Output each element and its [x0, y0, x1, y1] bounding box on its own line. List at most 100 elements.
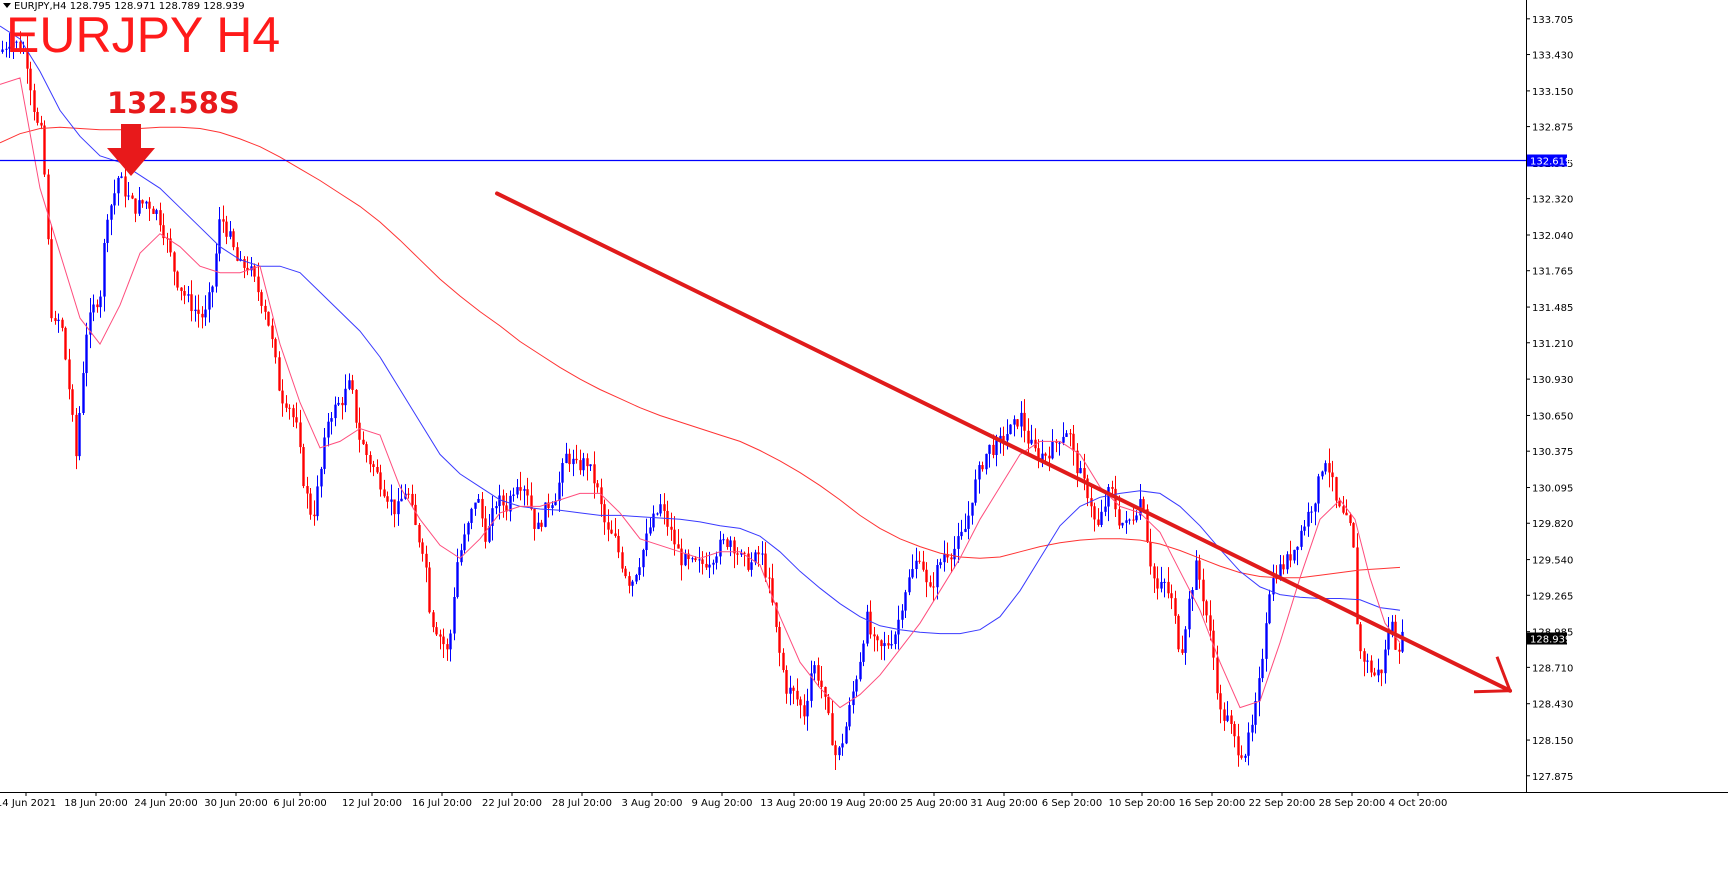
candle-body: [372, 464, 375, 467]
candle-body: [544, 502, 547, 527]
candle-body: [1128, 519, 1131, 521]
candle-body: [162, 225, 165, 239]
dropdown-triangle-icon: [3, 3, 11, 8]
candle-body: [467, 522, 470, 535]
candle-body: [306, 486, 309, 494]
time-tick-label: 6 Sep 20:00: [1042, 798, 1102, 809]
candle-body: [736, 553, 739, 555]
candle-body: [806, 700, 809, 717]
candle-body: [635, 575, 638, 582]
candle-body: [103, 242, 106, 297]
candle-body: [894, 634, 897, 645]
candle-body: [369, 455, 372, 465]
price-tick-label: 131.765: [1532, 267, 1573, 278]
candle-body: [750, 562, 753, 570]
candle-body: [12, 42, 15, 47]
candle-body: [358, 422, 361, 440]
candle-body: [932, 586, 935, 588]
candle-body: [992, 444, 995, 455]
candle-body: [1352, 523, 1355, 548]
candle-body: [1079, 468, 1082, 474]
candle-body: [1338, 500, 1341, 507]
candle-body: [127, 195, 130, 197]
candle-body: [159, 210, 162, 226]
candle-body: [1058, 442, 1061, 444]
candle-body: [1142, 499, 1145, 510]
candle-body: [1247, 732, 1250, 756]
candle-body: [673, 529, 676, 545]
candle-body: [439, 634, 442, 637]
candle-body: [145, 201, 148, 204]
candle-body: [694, 558, 697, 561]
candle-body: [390, 499, 393, 502]
candle-body: [936, 565, 939, 588]
candle-body: [645, 533, 648, 551]
candle-body: [407, 493, 410, 495]
candle-body: [1272, 578, 1275, 595]
candle-body: [866, 611, 869, 644]
candle-body: [918, 560, 921, 562]
candle-body: [281, 390, 284, 404]
candle-body: [873, 634, 876, 637]
candle-body: [988, 444, 991, 454]
candle-body: [414, 504, 417, 525]
candle-body: [82, 373, 85, 413]
candle-body: [1268, 594, 1271, 624]
candle-body: [1177, 615, 1180, 650]
candle-body: [1324, 463, 1327, 472]
candle-body: [785, 670, 788, 694]
time-tick-label: 3 Aug 20:00: [621, 798, 682, 809]
candle-body: [477, 498, 480, 503]
candle-body: [1170, 593, 1173, 599]
candle-body: [449, 633, 452, 650]
candle-body: [323, 437, 326, 469]
candle-body: [376, 466, 379, 473]
candle-body: [302, 447, 305, 487]
candle-body: [334, 404, 337, 419]
candle-body: [131, 195, 134, 199]
candle-body: [985, 453, 988, 470]
candle-body: [225, 221, 228, 237]
candle-body: [1331, 472, 1334, 478]
candle-body: [232, 231, 235, 248]
candle-body: [470, 508, 473, 523]
candle-body: [1118, 509, 1121, 526]
candle-body: [134, 198, 137, 214]
candle-body: [355, 389, 358, 423]
candle-body: [561, 463, 564, 483]
candle-body: [502, 495, 505, 506]
candle-body: [901, 610, 904, 620]
candle-body: [488, 525, 491, 542]
candles: [1, 31, 1404, 770]
candle-body: [1289, 554, 1292, 561]
candle-body: [568, 453, 571, 465]
candle-body: [533, 508, 536, 529]
candle-body: [715, 556, 718, 563]
candle-body: [152, 208, 155, 214]
candle-body: [425, 553, 428, 568]
candle-body: [1135, 515, 1138, 521]
symbol-ohlc-text: EURJPY,H4 128.795 128.971 128.789 128.93…: [14, 1, 245, 12]
candle-body: [218, 219, 221, 254]
candle-body: [208, 292, 211, 310]
candle-body: [288, 407, 291, 409]
candle-body: [1363, 651, 1366, 662]
candle-body: [551, 505, 554, 509]
candle-body: [523, 489, 526, 491]
candle-body: [824, 686, 827, 697]
price-tick-label: 133.705: [1532, 15, 1573, 26]
candle-body: [1093, 506, 1096, 520]
candle-body: [278, 357, 281, 391]
candle-body: [400, 498, 403, 502]
candle-body: [50, 239, 53, 319]
candle-body: [316, 486, 319, 517]
candle-body: [435, 627, 438, 635]
candle-body: [204, 309, 207, 318]
time-tick-label: 4 Oct 20:00: [1389, 798, 1448, 809]
price-tick-label: 132.320: [1532, 195, 1573, 206]
candle-body: [236, 247, 239, 261]
candle-body: [810, 673, 813, 701]
candle-body: [96, 304, 99, 308]
candle-body: [463, 534, 466, 551]
